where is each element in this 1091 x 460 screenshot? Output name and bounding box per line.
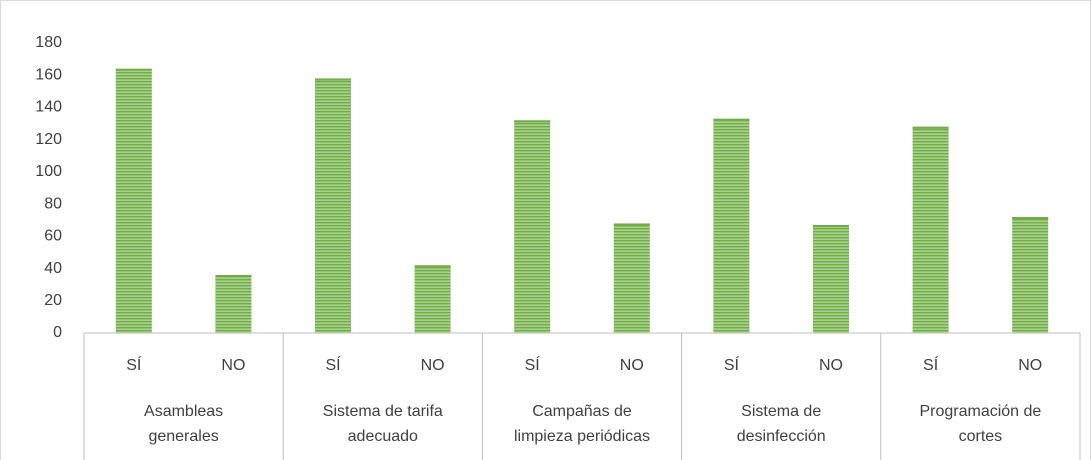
y-tick-label: 40 <box>44 260 62 277</box>
x-tick-label: SÍ <box>724 355 740 374</box>
y-tick-label: 60 <box>44 228 62 245</box>
group-label: limpieza periódicas <box>514 428 650 445</box>
y-tick-label: 100 <box>35 163 62 180</box>
y-tick-label: 180 <box>35 34 62 51</box>
y-tick-label: 140 <box>35 99 62 116</box>
bar <box>613 223 650 333</box>
group-label: desinfección <box>737 428 826 445</box>
x-tick-label: NO <box>221 357 245 374</box>
y-tick-label: 160 <box>35 66 62 83</box>
x-tick-label: NO <box>819 357 843 374</box>
bar <box>414 265 451 333</box>
y-tick-label: 120 <box>35 131 62 148</box>
x-tick-label: NO <box>1018 357 1042 374</box>
bar <box>315 78 351 333</box>
bar <box>514 120 551 333</box>
group-label: adecuado <box>348 428 418 445</box>
y-tick-label: 20 <box>44 292 62 309</box>
y-tick-label: 80 <box>44 195 62 212</box>
group-label: Sistema de tarifa <box>323 403 443 420</box>
x-tick-label: SÍ <box>325 355 341 374</box>
y-tick-label: 0 <box>53 324 62 341</box>
group-label: Sistema de <box>741 403 821 420</box>
group-label: cortes <box>959 428 1003 445</box>
bar <box>215 275 252 333</box>
group-label: generales <box>148 428 218 445</box>
group-label: Programación de <box>919 403 1041 420</box>
x-tick-label: SÍ <box>525 355 541 374</box>
bar <box>115 68 152 334</box>
group-label: Asambleas <box>144 403 223 420</box>
x-tick-label: NO <box>620 357 644 374</box>
bar <box>1012 217 1049 333</box>
x-tick-label: SÍ <box>126 355 142 374</box>
bar <box>912 126 949 334</box>
x-tick-label: NO <box>421 357 445 374</box>
group-label: Campañas de <box>532 403 632 420</box>
x-tick-label: SÍ <box>923 355 939 374</box>
bar <box>813 225 849 333</box>
bar <box>713 118 750 333</box>
